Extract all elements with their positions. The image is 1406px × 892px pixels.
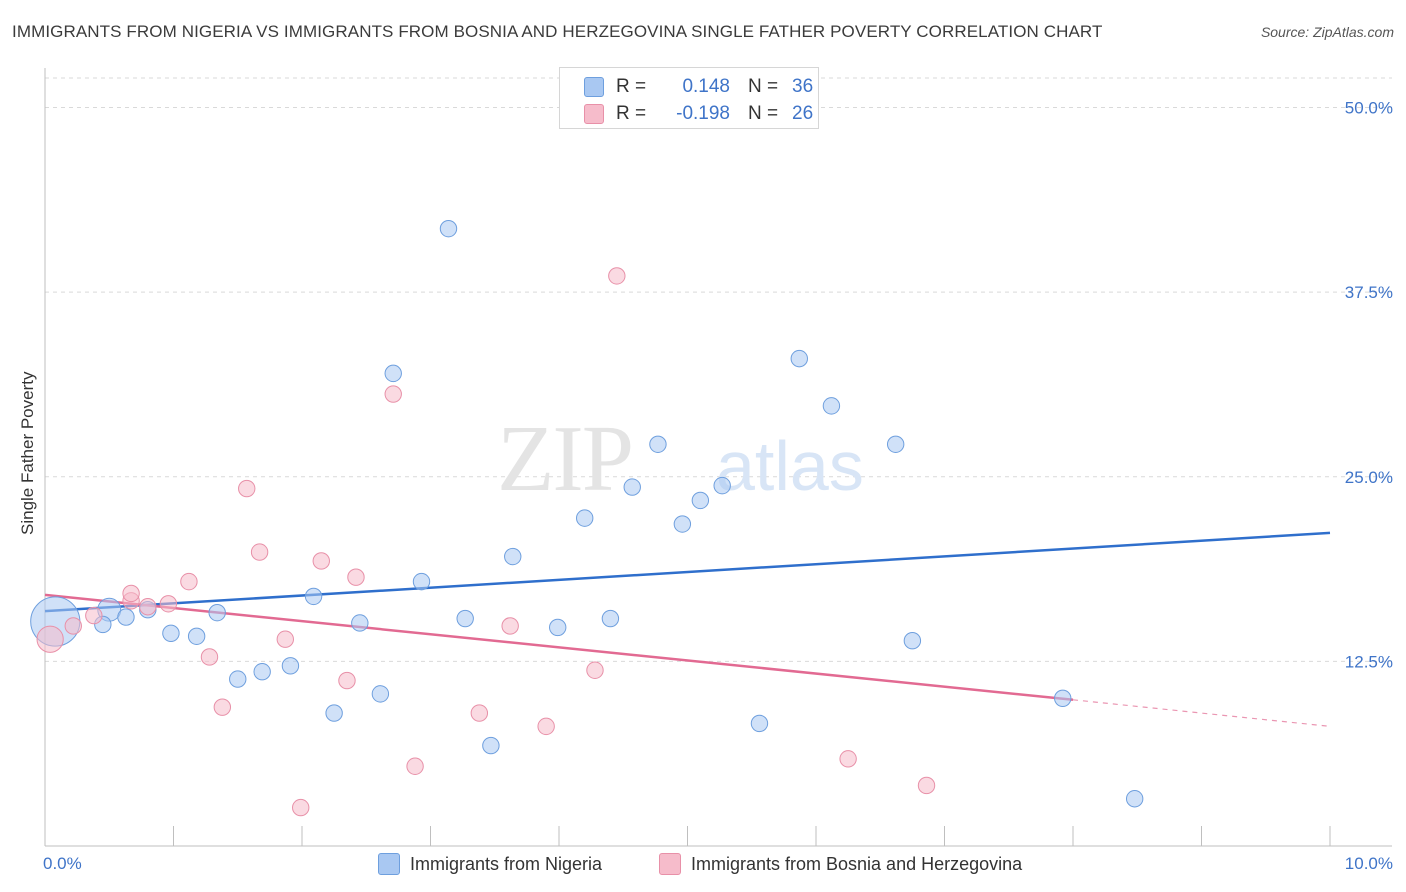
bosnia-point: [537, 717, 555, 736]
bosnia-legend-swatch: [659, 853, 681, 875]
nigeria-point: [1125, 790, 1144, 808]
bosnia-point: [64, 617, 82, 635]
n-label: N =: [748, 103, 779, 124]
bosnia-point: [312, 552, 330, 570]
nigeria-point: [903, 632, 922, 650]
watermark-atlas: atlas: [716, 427, 864, 505]
nigeria-point: [691, 491, 710, 510]
bosnia-point: [608, 267, 626, 285]
nigeria-point: [371, 685, 390, 703]
legend-row-nigeria: R = 0.148 N = 36: [584, 74, 813, 100]
nigeria-point: [822, 397, 841, 415]
watermark: ZIP atlas: [497, 407, 864, 511]
bosnia-point: [159, 595, 178, 613]
nigeria-point: [549, 618, 567, 637]
legend-row-bosnia: R = -0.198 N = 26: [584, 101, 813, 127]
nigeria-point: [439, 219, 458, 238]
bosnia-point: [276, 630, 294, 648]
bosnia-point: [470, 704, 489, 722]
source-credit: Source: ZipAtlas.com: [1260, 24, 1394, 40]
bosnia-point: [36, 625, 64, 653]
nigeria-point: [456, 609, 474, 628]
bosnia-point: [384, 385, 402, 403]
bosnia-point: [292, 798, 310, 817]
bosnia-point: [139, 598, 157, 616]
n-label: N =: [748, 76, 779, 97]
r-label: R =: [616, 103, 647, 124]
nigeria-point: [162, 624, 180, 643]
trend-lines: [44, 531, 1331, 727]
bosnia-point: [180, 572, 198, 591]
bosnia-point: [347, 568, 365, 586]
bosnia-point: [250, 543, 269, 561]
bosnia-point: [917, 776, 936, 795]
nigeria-point: [304, 587, 323, 606]
nigeria-point: [208, 603, 226, 622]
nigeria-point: [673, 515, 692, 533]
bosnia-point: [586, 661, 604, 679]
bosnia-point: [501, 617, 519, 635]
nigeria-point: [713, 476, 731, 495]
x-tick-label: 10.0%: [1345, 854, 1393, 873]
trend-line: [44, 593, 1074, 702]
legend-item-nigeria[interactable]: Immigrants from Nigeria: [378, 853, 602, 875]
y-tick-label: 50.0%: [1345, 99, 1393, 118]
bosnia-point: [839, 750, 857, 768]
nigeria-point: [253, 663, 271, 681]
r-label: R =: [616, 76, 647, 97]
nigeria-point: [384, 364, 402, 383]
nigeria-point: [229, 670, 247, 688]
r-value: -0.198: [676, 103, 730, 124]
bosnia-point: [238, 479, 256, 498]
nigeria-point: [750, 714, 769, 733]
nigeria-point: [504, 547, 522, 566]
trend-line-extension: [1072, 699, 1331, 727]
series-legend: Immigrants from Nigeria Immigrants from …: [0, 851, 1406, 879]
bosnia-point: [85, 606, 103, 625]
nigeria-swatch: [584, 77, 604, 97]
nigeria-point: [325, 704, 343, 722]
bosnia-point: [213, 698, 232, 716]
legend-item-bosnia[interactable]: Immigrants from Bosnia and Herzegovina: [659, 853, 1022, 875]
n-value: 36: [792, 76, 814, 97]
trend-line: [44, 531, 1331, 613]
bosnia-point: [122, 584, 140, 603]
correlation-legend: R = 0.148 N = 36 R = -0.198 N = 26: [559, 67, 819, 129]
bosnia-point: [406, 757, 424, 775]
nigeria-point: [649, 435, 667, 453]
nigeria-point: [351, 614, 369, 632]
nigeria-point: [623, 478, 641, 496]
bosnia-point: [200, 648, 219, 666]
nigeria-point: [886, 435, 905, 453]
watermark-zip: ZIP: [497, 407, 632, 511]
nigeria-legend-swatch: [378, 853, 400, 875]
nigeria-point: [1054, 689, 1072, 708]
nigeria-point: [790, 349, 808, 368]
chart-title: IMMIGRANTS FROM NIGERIA VS IMMIGRANTS FR…: [12, 22, 1103, 41]
nigeria-point: [281, 657, 300, 675]
legend-label: Immigrants from Bosnia and Herzegovina: [691, 853, 1023, 874]
data-points: [30, 219, 1144, 817]
grid-lines: [45, 77, 1392, 662]
nigeria-point: [187, 627, 206, 645]
bosnia-swatch: [584, 104, 604, 124]
x-tick-label: 0.0%: [43, 854, 82, 873]
r-value: 0.148: [682, 76, 730, 97]
legend-label: Immigrants from Nigeria: [410, 853, 603, 874]
tick-labels: 12.5% 25.0% 37.5% 50.0% 0.0% 10.0%: [43, 99, 1393, 873]
y-axis-label: Single Father Poverty: [18, 371, 37, 535]
nigeria-point: [117, 608, 135, 626]
y-tick-label: 12.5%: [1345, 652, 1393, 671]
nigeria-point: [412, 572, 431, 591]
n-value: 26: [792, 103, 814, 124]
nigeria-point: [576, 509, 594, 527]
nigeria-point: [482, 736, 500, 755]
axes: [44, 68, 1392, 847]
nigeria-point: [601, 609, 620, 628]
y-tick-label: 25.0%: [1345, 468, 1393, 487]
bosnia-point: [338, 671, 356, 690]
y-tick-label: 37.5%: [1345, 283, 1393, 302]
